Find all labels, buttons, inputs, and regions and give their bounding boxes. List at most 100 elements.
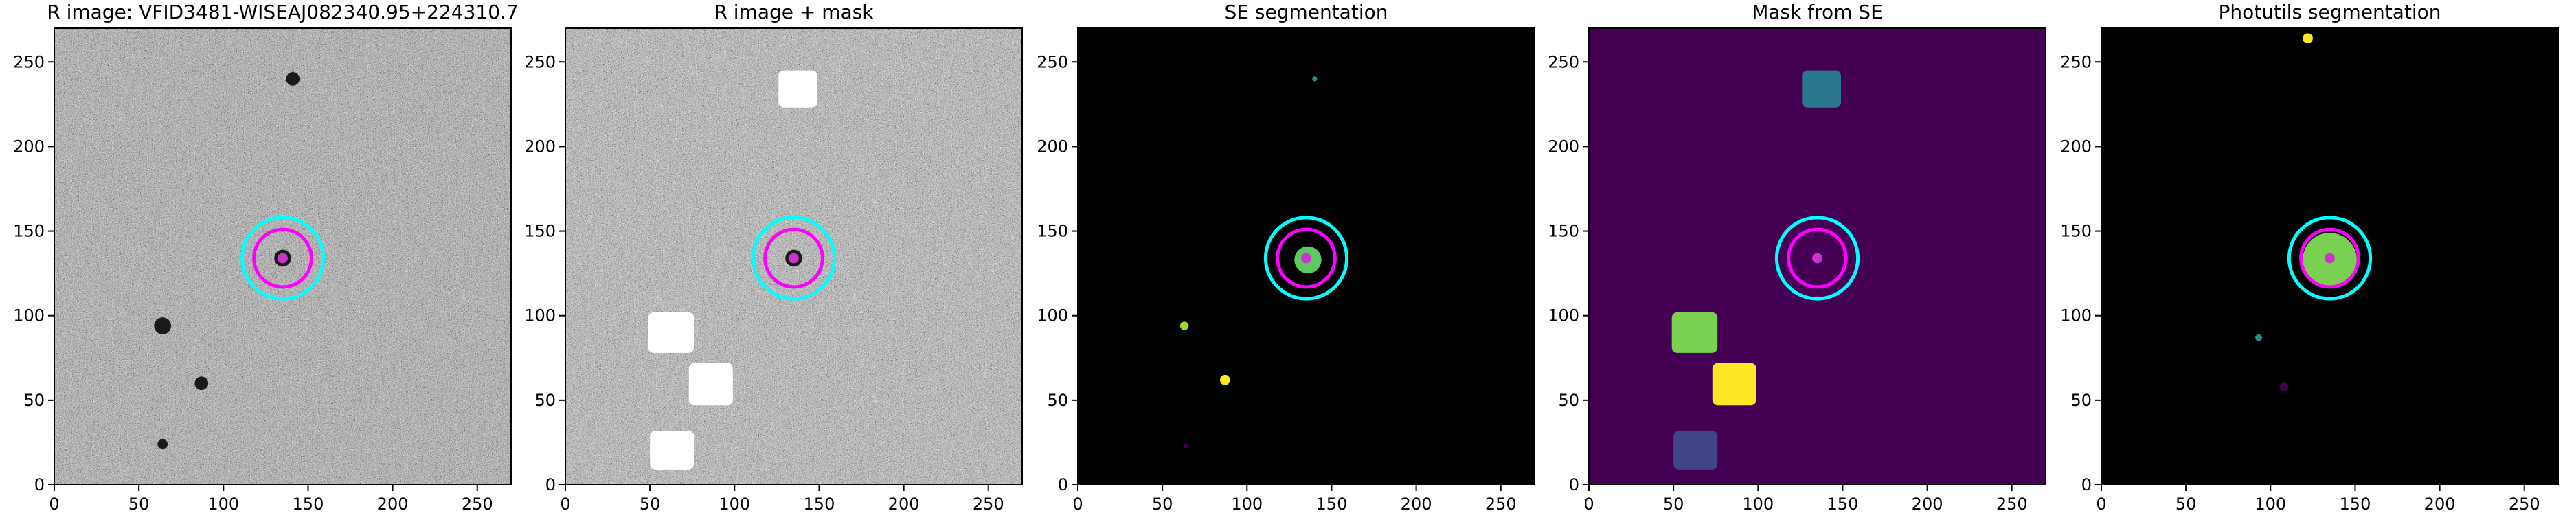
segment: [1301, 253, 1311, 264]
x-tick-label: 50: [2176, 494, 2197, 514]
panel: R image + mask 0 50 100 150 200 250 0 50 100 150 20…: [524, 1, 1023, 514]
aperture: [2287, 216, 2373, 301]
y-tick-label: 200: [2060, 137, 2092, 156]
y-tick-label: 250: [1037, 52, 1068, 71]
x-tick-label: 200: [1401, 494, 1432, 514]
aperture: [240, 216, 326, 301]
x-tick-label: 250: [462, 494, 493, 514]
y-tick-label: 100: [1548, 306, 1579, 325]
aperture: [763, 227, 824, 289]
y-tick-label: 150: [13, 222, 45, 241]
segment: [2325, 253, 2335, 264]
segment: [278, 253, 288, 264]
aperture: [1787, 227, 1848, 289]
y-tick-label: 0: [545, 475, 556, 494]
segment: [194, 376, 209, 391]
image: [565, 28, 1022, 485]
mask-region: [650, 431, 694, 470]
panel-title: Mask from SE: [1752, 1, 1883, 23]
mask-region: [648, 312, 694, 353]
image: [54, 28, 511, 485]
panel-title: Photutils segmentation: [2218, 1, 2441, 23]
x-tick-label: 100: [1231, 494, 1263, 514]
y-tick-label: 200: [1037, 137, 1068, 156]
x-tick-label: 0: [560, 494, 570, 514]
segment: [2279, 382, 2289, 391]
panel: Photutils segmentation 0 50 100 150 200 250 0 50…: [2060, 1, 2559, 514]
axes-frame: [54, 27, 512, 485]
x-tick-label: 150: [1316, 494, 1348, 514]
aperture: [1276, 227, 1337, 289]
aperture: [2299, 227, 2360, 289]
segment: [154, 317, 171, 334]
segment: [1219, 374, 1230, 385]
y-tick-label: 50: [1558, 391, 1579, 410]
y-tick-label: 50: [1047, 391, 1068, 410]
panel: Mask from SE 0 50 100 150 200 250 0 50 100 150 200 2…: [1548, 1, 2046, 514]
y-tick-label: 250: [13, 52, 45, 71]
mask-region: [1712, 363, 1756, 406]
y-tick-label: 100: [524, 306, 556, 325]
panel: SE segmentation 0 50 100 150 200 250 0 50 100 150 2…: [1037, 1, 1535, 514]
x-tick-label: 150: [2340, 494, 2371, 514]
x-tick-label: 50: [128, 494, 150, 514]
x-tick-label: 0: [1072, 494, 1083, 514]
x-tick-label: 150: [804, 494, 835, 514]
segment: [286, 72, 300, 86]
x-tick-label: 0: [49, 494, 59, 514]
y-tick-label: 150: [2060, 222, 2092, 241]
x-tick-label: 0: [1583, 494, 1594, 514]
x-tick-label: 250: [973, 494, 1004, 514]
y-tick-label: 250: [524, 52, 556, 71]
y-tick-label: 100: [2060, 306, 2092, 325]
x-tick-label: 200: [2424, 494, 2456, 514]
x-tick-label: 100: [207, 494, 239, 514]
x-tick-label: 200: [1912, 494, 1943, 514]
segment: [1180, 321, 1189, 330]
image: [1078, 28, 1535, 485]
y-tick-label: 100: [1037, 306, 1068, 325]
x-tick-label: 150: [1827, 494, 1859, 514]
segment: [1312, 76, 1318, 82]
y-tick-label: 50: [23, 391, 45, 410]
y-tick-label: 250: [2060, 52, 2092, 71]
axes-frame: [1588, 27, 2046, 485]
x-tick-label: 250: [1996, 494, 2028, 514]
y-tick-label: 200: [13, 137, 45, 156]
x-tick-label: 100: [1742, 494, 1774, 514]
segment: [1812, 253, 1822, 264]
x-tick-label: 200: [377, 494, 409, 514]
segment: [789, 253, 799, 264]
mask-region: [778, 70, 817, 108]
x-tick-label: 100: [719, 494, 750, 514]
y-tick-label: 150: [1037, 222, 1068, 241]
x-tick-label: 150: [293, 494, 324, 514]
y-tick-label: 200: [524, 137, 556, 156]
x-tick-label: 50: [1152, 494, 1173, 514]
image: [1589, 28, 2046, 485]
y-tick-label: 50: [2070, 391, 2092, 410]
y-tick-label: 100: [13, 306, 45, 325]
y-tick-label: 150: [524, 222, 556, 241]
axes-frame: [565, 27, 1023, 485]
x-tick-label: 50: [640, 494, 661, 514]
y-tick-label: 0: [1569, 475, 1579, 494]
segment: [1183, 443, 1189, 449]
aperture: [1263, 216, 1349, 301]
x-tick-label: 250: [2509, 494, 2540, 514]
image: [2101, 28, 2558, 485]
x-tick-label: 50: [1663, 494, 1684, 514]
x-tick-label: 250: [1485, 494, 1517, 514]
x-tick-label: 0: [2096, 494, 2106, 514]
y-tick-label: 0: [34, 475, 45, 494]
x-tick-label: 100: [2255, 494, 2286, 514]
segment: [2255, 334, 2262, 341]
segment: [2303, 33, 2313, 44]
mask-region: [1671, 312, 1718, 353]
axes-frame: [1077, 27, 1535, 485]
panel: R image: VFID3481-WISEAJ082340.95+224310…: [13, 1, 519, 514]
y-tick-label: 200: [1548, 137, 1579, 156]
y-tick-label: 0: [1058, 475, 1068, 494]
panel-title: SE segmentation: [1225, 1, 1388, 23]
